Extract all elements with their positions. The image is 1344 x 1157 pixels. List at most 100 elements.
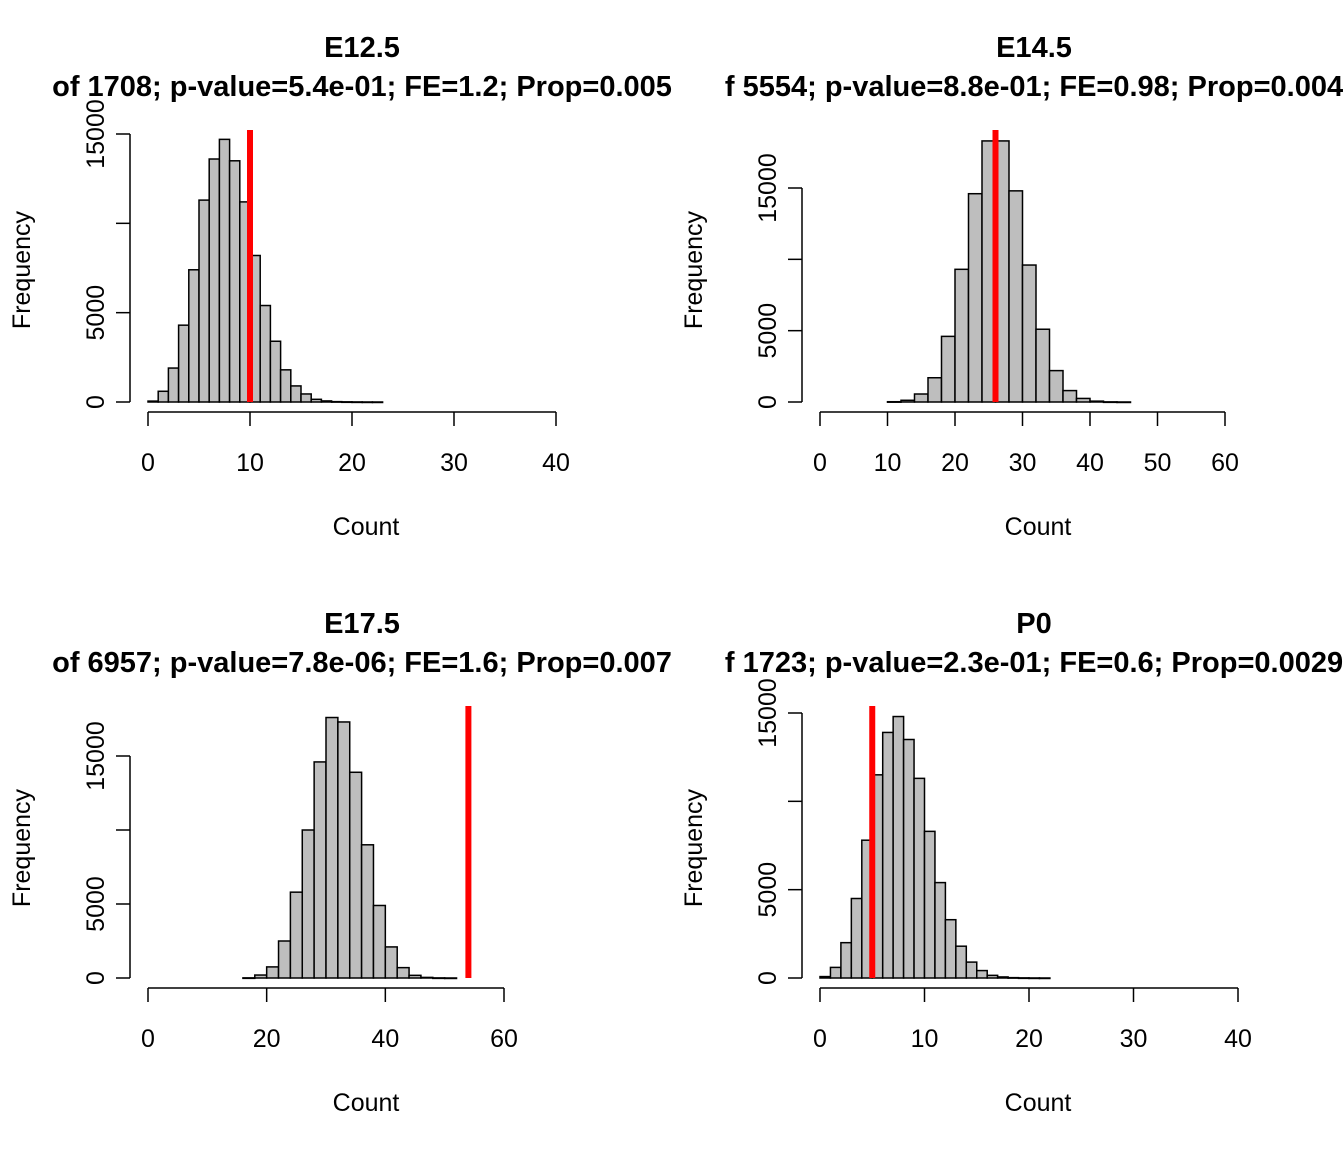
- x-tick-label: 40: [542, 449, 570, 477]
- histogram-bar: [940, 335, 956, 403]
- histogram-bar: [351, 401, 363, 404]
- histogram-bar: [259, 304, 272, 403]
- histogram-bar: [330, 400, 343, 403]
- y-tick-label: 0: [754, 971, 782, 985]
- histogram-bar: [1089, 400, 1105, 403]
- histogram-bar: [277, 940, 292, 979]
- x-tick-label: 0: [813, 449, 827, 477]
- histogram-bar: [265, 966, 280, 979]
- y-tick-label: 0: [82, 971, 110, 985]
- histogram-bar: [337, 721, 351, 979]
- y-axis-label: Frequency: [8, 788, 36, 907]
- x-tick-label: 30: [1120, 1025, 1148, 1053]
- histogram-bar: [819, 975, 832, 979]
- histogram-bar: [254, 974, 268, 979]
- x-tick-label: 30: [1009, 449, 1037, 477]
- y-tick-label: 0: [82, 395, 110, 409]
- y-tick-label: 5000: [754, 303, 782, 359]
- histogram-bar: [996, 976, 1009, 979]
- x-tick-label: 0: [813, 1025, 827, 1053]
- histogram-bar: [923, 830, 936, 979]
- histogram-bar: [1028, 977, 1041, 980]
- x-tick-label: 20: [941, 449, 969, 477]
- histogram-bar: [432, 977, 446, 980]
- histogram-bar: [829, 966, 842, 979]
- y-axis-label: Frequency: [680, 210, 708, 329]
- histogram-bar: [850, 897, 863, 979]
- x-tick-label: 10: [874, 449, 902, 477]
- histogram-bar: [840, 941, 853, 979]
- histogram-bar: [1062, 389, 1078, 403]
- histogram-bar: [955, 945, 968, 979]
- panel-title: E14.5: [996, 32, 1072, 64]
- histogram-panel-E12.5: E12.5 of 1708; p-value=5.4e-01; FE=1.2; P…: [8, 32, 672, 541]
- histogram-bar: [228, 160, 241, 403]
- histogram-bar: [341, 401, 353, 404]
- histogram-bar: [372, 904, 387, 979]
- histogram-bar: [1007, 976, 1020, 979]
- histogram-bar: [310, 398, 323, 403]
- y-tick-label: 15000: [82, 99, 110, 169]
- panel-subtitle: of 6957; p-value=7.8e-06; FE=1.6; Prop=0…: [52, 647, 672, 679]
- histogram-bar: [157, 390, 170, 403]
- histogram-bar: [934, 881, 947, 979]
- x-axis-label: Count: [1005, 513, 1072, 541]
- histogram-bar: [408, 974, 422, 979]
- x-tick-label: 60: [1211, 449, 1239, 477]
- x-tick-label: 10: [236, 449, 264, 477]
- histogram-panel-E17.5: E17.5 of 6957; p-value=7.8e-06; FE=1.6; P…: [8, 608, 672, 1117]
- histogram-bar: [348, 771, 363, 979]
- y-tick-label: 15000: [754, 153, 782, 223]
- histogram-bar: [443, 977, 458, 980]
- histogram-bar: [218, 138, 231, 403]
- x-tick-label: 60: [490, 1025, 518, 1053]
- histogram-bar: [361, 401, 374, 404]
- histogram-bar: [976, 969, 988, 979]
- x-tick-label: 40: [1224, 1025, 1252, 1053]
- histogram-bar: [279, 369, 292, 403]
- histogram-bar: [290, 385, 302, 403]
- histogram-bar: [301, 829, 315, 979]
- panel-subtitle: f 1723; p-value=2.3e-01; FE=0.6; Prop=0.…: [725, 647, 1343, 679]
- histogram-bar: [913, 393, 929, 403]
- x-tick-label: 50: [1144, 449, 1172, 477]
- histogram-bar: [242, 977, 256, 980]
- histogram-bar: [371, 401, 384, 404]
- histogram-bar: [944, 918, 957, 979]
- histogram-bar: [198, 199, 210, 403]
- y-tick-label: 15000: [754, 678, 782, 748]
- x-tick-label: 40: [1076, 449, 1104, 477]
- histogram-bar: [325, 716, 339, 979]
- histogram-bar: [881, 731, 894, 979]
- x-tick-label: 20: [338, 449, 366, 477]
- histogram-bar: [147, 400, 159, 403]
- histogram-bar: [1008, 190, 1024, 403]
- histogram-bar: [986, 974, 999, 979]
- x-tick-label: 20: [1015, 1025, 1043, 1053]
- histogram-bar: [396, 966, 410, 979]
- histogram-bar: [320, 400, 333, 403]
- histogram-bar: [269, 340, 282, 403]
- y-tick-label: 15000: [82, 721, 110, 791]
- histogram-bar: [965, 961, 978, 979]
- panel-subtitle: f 5554; p-value=8.8e-01; FE=0.98; Prop=0…: [725, 71, 1343, 103]
- histogram-bar: [967, 192, 983, 403]
- x-axis-label: Count: [333, 513, 400, 541]
- histogram-bar: [188, 269, 200, 403]
- histogram-bar: [902, 738, 915, 979]
- histogram-bar: [1035, 328, 1051, 403]
- panel-title: P0: [1016, 608, 1051, 640]
- histogram-bar: [384, 946, 398, 979]
- histogram-bar: [1048, 369, 1064, 403]
- histogram-bar: [1102, 401, 1118, 404]
- y-tick-label: 5000: [82, 285, 110, 341]
- y-tick-label: 5000: [82, 876, 110, 932]
- histogram-bar: [1017, 977, 1030, 980]
- panel-subtitle: of 1708; p-value=5.4e-01; FE=1.2; Prop=0…: [52, 71, 672, 103]
- panel-title: E17.5: [324, 608, 400, 640]
- histogram-bar: [1038, 977, 1051, 980]
- x-tick-label: 30: [440, 449, 468, 477]
- histogram-bar: [1116, 401, 1132, 404]
- histogram-panel-P0: P0 f 1723; p-value=2.3e-01; FE=0.6; Prop=…: [680, 608, 1343, 1117]
